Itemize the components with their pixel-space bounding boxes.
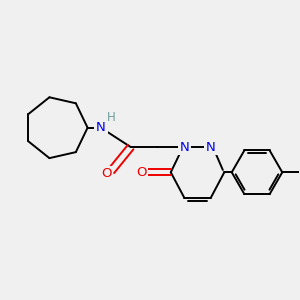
Text: N: N [96, 121, 106, 134]
Text: O: O [136, 166, 146, 179]
Text: H: H [107, 111, 116, 124]
Text: N: N [206, 140, 216, 154]
Text: N: N [179, 140, 189, 154]
Text: O: O [101, 167, 111, 180]
